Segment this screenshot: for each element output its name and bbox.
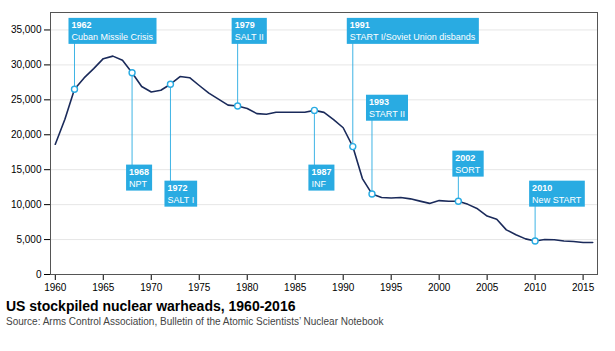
svg-text:1987: 1987 xyxy=(311,167,331,177)
svg-text:1985: 1985 xyxy=(284,282,307,293)
svg-text:2002: 2002 xyxy=(455,153,475,163)
svg-text:10,000: 10,000 xyxy=(11,199,42,210)
svg-text:New START: New START xyxy=(532,195,582,205)
svg-text:2000: 2000 xyxy=(428,282,451,293)
svg-text:1991: 1991 xyxy=(350,20,370,30)
svg-text:20,000: 20,000 xyxy=(11,129,42,140)
svg-text:1968: 1968 xyxy=(129,167,149,177)
svg-text:Cuban Missile Crisis: Cuban Missile Crisis xyxy=(71,32,153,42)
svg-text:35,000: 35,000 xyxy=(11,24,42,35)
svg-text:0: 0 xyxy=(36,269,42,280)
svg-text:1995: 1995 xyxy=(380,282,403,293)
html-text:Source: Arms Control Associati: Source: Arms Control Association, Bullet… xyxy=(6,316,384,327)
svg-text:1962: 1962 xyxy=(71,20,91,30)
svg-text:1975: 1975 xyxy=(188,282,211,293)
svg-text:SALT II: SALT II xyxy=(235,32,264,42)
svg-text:15,000: 15,000 xyxy=(11,164,42,175)
svg-text:SALT I: SALT I xyxy=(167,195,194,205)
svg-text:2015: 2015 xyxy=(572,282,595,293)
svg-text:SORT: SORT xyxy=(455,165,480,175)
svg-text:5,000: 5,000 xyxy=(16,234,41,245)
svg-text:2005: 2005 xyxy=(476,282,499,293)
svg-text:START II: START II xyxy=(369,109,405,119)
svg-text:START I/Soviet Union disbands: START I/Soviet Union disbands xyxy=(350,32,476,42)
svg-text:1970: 1970 xyxy=(140,282,163,293)
svg-text:1972: 1972 xyxy=(167,183,187,193)
svg-text:30,000: 30,000 xyxy=(11,59,42,70)
svg-text:1960: 1960 xyxy=(44,282,67,293)
svg-text:2010: 2010 xyxy=(532,183,552,193)
svg-text:NPT: NPT xyxy=(129,179,148,189)
svg-text:1980: 1980 xyxy=(236,282,259,293)
svg-text:1965: 1965 xyxy=(92,282,115,293)
html-text:US stockpiled nuclear warheads: US stockpiled nuclear warheads, 1960-201… xyxy=(6,298,296,314)
svg-text:1979: 1979 xyxy=(235,20,255,30)
svg-text:25,000: 25,000 xyxy=(11,94,42,105)
svg-text:INF: INF xyxy=(311,179,326,189)
svg-text:2010: 2010 xyxy=(524,282,547,293)
svg-text:1993: 1993 xyxy=(369,97,389,107)
svg-text:1990: 1990 xyxy=(332,282,355,293)
